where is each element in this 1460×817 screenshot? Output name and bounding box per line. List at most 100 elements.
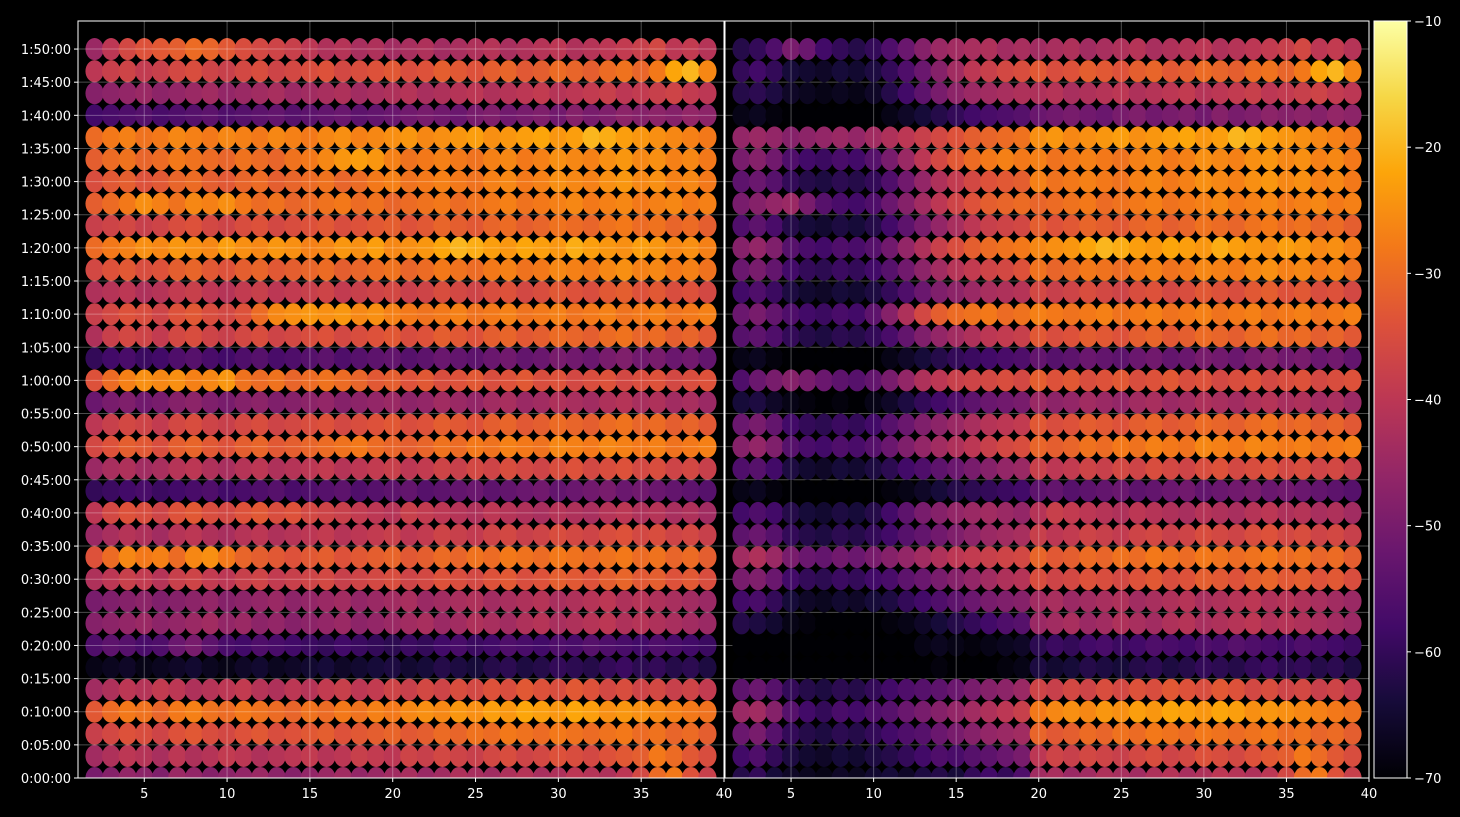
cell xyxy=(449,303,469,326)
cell xyxy=(1277,568,1296,591)
cell xyxy=(914,546,933,569)
cell xyxy=(400,457,419,480)
cell xyxy=(1244,258,1263,281)
cell xyxy=(1029,126,1048,149)
cell xyxy=(1046,192,1065,215)
cell xyxy=(1310,369,1329,392)
cell xyxy=(251,38,270,61)
cell xyxy=(217,523,237,547)
cell xyxy=(201,192,220,215)
cell xyxy=(814,590,834,613)
cell xyxy=(615,501,634,524)
cell xyxy=(1046,347,1065,370)
cell xyxy=(864,612,883,635)
cell xyxy=(1013,744,1032,767)
cell xyxy=(1194,236,1213,259)
cell xyxy=(732,590,751,613)
cell xyxy=(980,148,999,171)
cell xyxy=(996,126,1015,149)
cell xyxy=(980,413,999,436)
cell xyxy=(881,457,900,480)
cell xyxy=(1260,236,1280,259)
cell xyxy=(1293,325,1313,348)
y-tick-label: 0:20:00 xyxy=(21,639,71,654)
cell xyxy=(665,678,684,701)
cell xyxy=(996,457,1015,480)
cell xyxy=(1128,303,1147,326)
cell xyxy=(267,391,286,414)
cell xyxy=(234,60,253,83)
cell xyxy=(864,369,883,392)
cell xyxy=(748,590,768,613)
cell xyxy=(914,104,933,127)
cell xyxy=(400,303,419,326)
cell xyxy=(1244,170,1263,193)
cell xyxy=(300,214,320,237)
cell xyxy=(532,435,551,458)
cell xyxy=(665,413,684,436)
cell xyxy=(1326,38,1346,61)
cell xyxy=(765,280,784,304)
cell xyxy=(184,744,204,767)
cell xyxy=(1326,700,1346,723)
cell xyxy=(598,700,618,723)
cell xyxy=(416,258,435,281)
cell xyxy=(1178,501,1197,524)
cell xyxy=(648,236,667,259)
cell xyxy=(449,612,469,635)
cell xyxy=(930,744,949,767)
cell xyxy=(234,148,253,171)
cell xyxy=(781,501,801,524)
cell xyxy=(1145,391,1164,414)
cell xyxy=(1260,523,1280,547)
cell xyxy=(1161,435,1180,458)
cell xyxy=(1062,413,1081,436)
cell xyxy=(1178,170,1197,193)
cell xyxy=(765,634,784,657)
cell xyxy=(400,258,419,281)
cell xyxy=(781,546,801,569)
cell xyxy=(864,700,883,723)
cell xyxy=(831,435,850,458)
cell xyxy=(1211,60,1230,83)
cell xyxy=(1062,126,1081,149)
cell xyxy=(897,656,916,679)
cell xyxy=(681,568,700,591)
cell xyxy=(1046,148,1065,171)
cell xyxy=(648,126,667,149)
cell xyxy=(914,391,933,414)
cell xyxy=(831,523,850,547)
cell xyxy=(980,82,999,105)
cell xyxy=(930,82,949,105)
cell xyxy=(1343,60,1362,83)
cell xyxy=(1046,236,1065,259)
cell xyxy=(267,38,286,61)
cell xyxy=(1013,612,1032,635)
cell xyxy=(698,38,717,61)
cell xyxy=(1095,280,1114,304)
cell xyxy=(102,656,121,679)
cell xyxy=(1095,612,1114,635)
cell xyxy=(1145,700,1164,723)
cell xyxy=(201,303,220,326)
cell xyxy=(1326,766,1346,778)
cell xyxy=(201,744,220,767)
cell xyxy=(1161,303,1180,326)
cell xyxy=(201,391,220,414)
cell xyxy=(615,38,634,61)
cell xyxy=(1046,656,1065,679)
cell xyxy=(118,678,137,701)
cell xyxy=(698,700,717,723)
cell xyxy=(632,192,651,215)
cell xyxy=(1244,126,1263,149)
cell xyxy=(996,369,1015,392)
cell xyxy=(1326,60,1346,83)
cell xyxy=(963,766,982,778)
cell xyxy=(781,479,801,502)
cell xyxy=(1194,258,1213,281)
cell xyxy=(748,435,768,458)
cell xyxy=(135,82,154,105)
cell xyxy=(632,38,651,61)
cell xyxy=(1244,656,1263,679)
cell xyxy=(1260,457,1280,480)
